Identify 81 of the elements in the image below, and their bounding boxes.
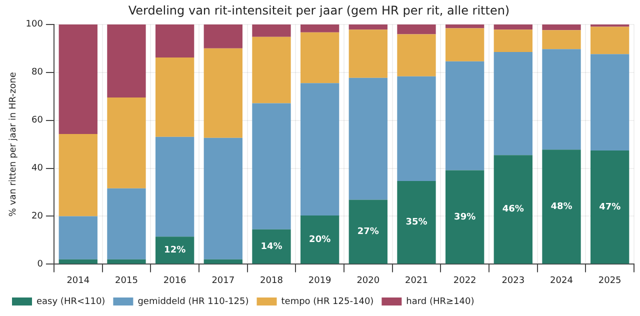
bar [542, 30, 581, 50]
data-label: 47% [599, 202, 621, 212]
data-label: 14% [260, 242, 282, 252]
y-tick-label: 100 [26, 20, 44, 30]
legend-label: easy (HR<110) [36, 296, 106, 307]
bar [107, 98, 146, 188]
bar [590, 150, 630, 264]
x-tick-label: 2016 [163, 276, 187, 286]
legend-label: hard (HR≥140) [406, 296, 474, 307]
bar [204, 138, 242, 260]
bar [590, 26, 630, 54]
bar [348, 78, 388, 200]
x-tick-label: 2023 [502, 276, 525, 286]
bar [590, 54, 630, 151]
bar [252, 36, 291, 104]
bar [252, 24, 291, 37]
x-tick-label: 2025 [598, 276, 622, 286]
bar [300, 24, 340, 32]
data-label: 12% [164, 246, 186, 256]
bar [348, 24, 388, 30]
bar [155, 236, 194, 264]
bar [542, 24, 581, 30]
bar [445, 24, 484, 28]
bar [445, 170, 484, 264]
x-tick-label: 2015 [115, 276, 138, 286]
bar [58, 216, 98, 260]
bar [494, 155, 532, 264]
y-tick-label: 60 [32, 116, 44, 126]
data-label: 20% [309, 234, 331, 245]
bar [348, 200, 388, 264]
y-tick-label: 0 [37, 260, 44, 270]
bar [348, 30, 388, 78]
chart-title: Verdeling van rit-intensiteit per jaar (gem HR per rit, alle ritten) [128, 3, 510, 18]
bar [397, 180, 436, 264]
bar [397, 76, 436, 181]
data-label: 35% [406, 218, 428, 228]
data-label: 27% [357, 227, 379, 238]
bar [155, 136, 194, 237]
bar [107, 188, 146, 260]
bar [542, 49, 581, 150]
bar [494, 52, 532, 156]
data-label: 48% [550, 202, 572, 212]
bar [445, 61, 484, 170]
bar [300, 32, 340, 84]
x-tick-label: 2017 [212, 276, 235, 286]
bar [252, 229, 291, 264]
bar [300, 83, 340, 216]
bar [58, 259, 98, 264]
legend-label: tempo (HR 125-140) [281, 296, 374, 307]
bar [300, 216, 340, 264]
x-tick-label: 2024 [550, 276, 574, 286]
bar [204, 48, 242, 138]
bar [590, 24, 630, 27]
x-tick-label: 2022 [453, 276, 476, 286]
y-tick-label: 20 [32, 212, 44, 222]
y-axis-title: % van ritten per jaar in HR-zone [8, 72, 19, 217]
x-tick-label: 2020 [356, 276, 380, 286]
bar [155, 24, 194, 58]
x-tick-label: 2014 [66, 276, 90, 286]
bar [494, 30, 532, 52]
bar [397, 24, 436, 34]
y-tick-label: 40 [32, 164, 44, 174]
bar [58, 134, 98, 216]
bar [155, 57, 194, 137]
bar [204, 259, 242, 264]
bar [397, 34, 436, 76]
bar [542, 150, 581, 264]
bar [107, 259, 146, 264]
bar [494, 24, 532, 30]
bar [445, 28, 484, 62]
x-tick-label: 2021 [405, 276, 428, 286]
y-tick-label: 80 [32, 68, 44, 78]
data-label: 39% [454, 212, 476, 222]
bar [107, 24, 146, 98]
bar [58, 24, 98, 134]
data-label: 46% [502, 204, 524, 215]
x-tick-label: 2019 [308, 276, 332, 286]
legend-label: gemiddeld (HR 110-125) [138, 296, 249, 307]
bar [204, 24, 242, 48]
x-tick-label: 2018 [260, 276, 284, 286]
bar [252, 103, 291, 230]
